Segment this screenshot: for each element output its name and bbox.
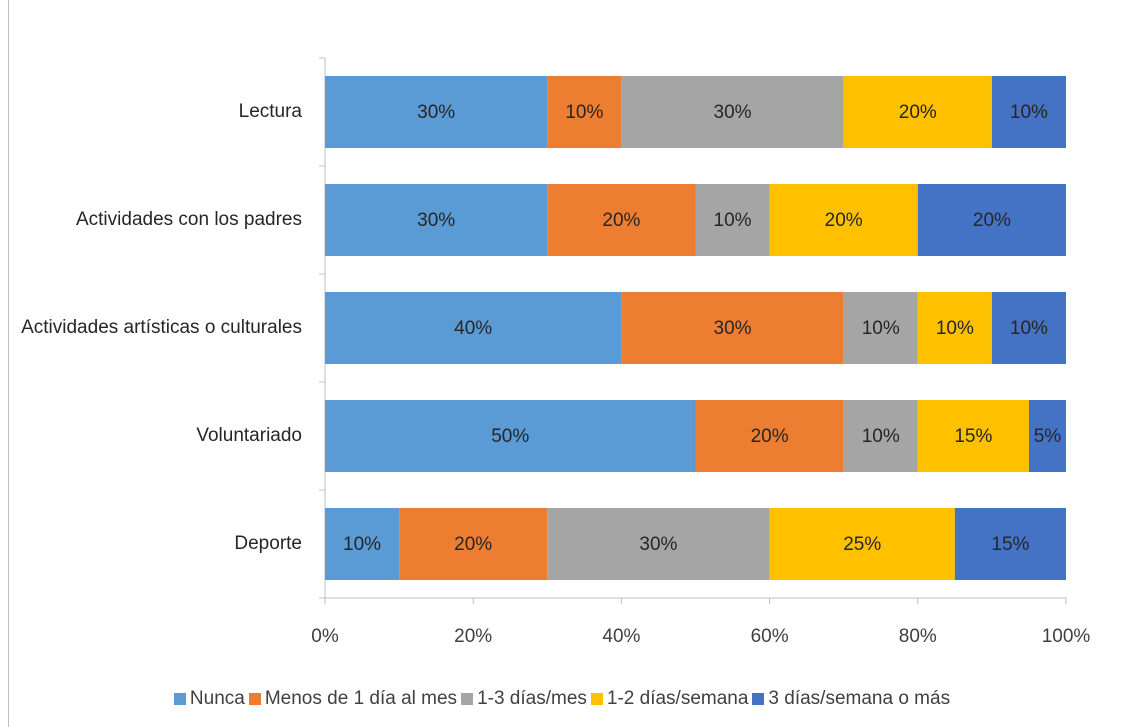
data-label: 10% [343, 534, 381, 555]
bar-segment [769, 184, 918, 256]
data-label: 10% [936, 318, 974, 339]
x-tick-label: 100% [1042, 626, 1091, 647]
legend-swatch [590, 693, 603, 705]
bar-segment [325, 292, 622, 364]
data-label: 20% [454, 534, 492, 555]
x-tick-label: 0% [311, 626, 339, 647]
data-label: 10% [565, 102, 603, 123]
x-tick-label: 80% [899, 626, 937, 647]
category-text: Actividades con los padres [75, 209, 302, 230]
category-label: Deporte [0, 508, 302, 580]
bar-segment [917, 400, 1029, 472]
legend-item: Menos de 1 día al mes [248, 688, 458, 710]
bar-segment [547, 508, 770, 580]
data-label: 30% [639, 534, 677, 555]
data-label: 30% [417, 102, 455, 123]
bar-segment [843, 400, 918, 472]
legend-swatch [248, 693, 261, 705]
data-label: 10% [862, 426, 900, 447]
legend-label: 1-3 días/mes [477, 688, 587, 709]
data-label: 5% [1034, 426, 1062, 447]
bar-segment [917, 292, 992, 364]
category-label: Actividades con los padres [0, 184, 302, 256]
bar-segment [325, 508, 400, 580]
data-label: 20% [973, 210, 1011, 231]
data-label: 30% [417, 210, 455, 231]
legend-label: 1-2 días/semana [606, 688, 749, 709]
bar-segment [695, 184, 770, 256]
legend-item: 3 días/semana o más [752, 688, 950, 710]
category-text: Deporte [234, 533, 302, 554]
bar-segment [547, 184, 696, 256]
legend-swatch [461, 693, 474, 705]
data-label: 30% [714, 102, 752, 123]
bar-segment [621, 76, 844, 148]
category-label: Actividades artísticas o culturales [0, 292, 302, 364]
legend: Nunca Menos de 1 día al mes 1-3 días/mes 1-… [0, 688, 1128, 710]
category-text: Lectura [238, 101, 302, 122]
x-tick-label: 60% [751, 626, 789, 647]
category-text: Actividades artísticas o culturales [21, 317, 302, 338]
legend-label: 3 días/semana o más [768, 688, 951, 709]
data-label: 10% [862, 318, 900, 339]
legend-label: Nunca [189, 688, 245, 709]
data-label: 15% [954, 426, 992, 447]
bar-segment [547, 76, 622, 148]
data-label: 10% [1010, 318, 1048, 339]
bar-segment [695, 400, 844, 472]
category-label: Lectura [0, 76, 302, 148]
legend-swatch [752, 693, 765, 705]
data-label: 20% [751, 426, 789, 447]
bar-segment [769, 508, 955, 580]
x-tick-label: 20% [454, 626, 492, 647]
category-label: Voluntariado [0, 400, 302, 472]
bar-segment [954, 508, 1066, 580]
bar-segment [325, 184, 548, 256]
bar-segment [621, 292, 844, 364]
data-label: 15% [991, 534, 1029, 555]
data-label: 30% [714, 318, 752, 339]
legend-label: Menos de 1 día al mes [264, 688, 458, 709]
data-label: 10% [714, 210, 752, 231]
data-label: 10% [1010, 102, 1048, 123]
legend-swatch [173, 693, 186, 705]
bar-segment [325, 400, 696, 472]
legend-item: 1-2 días/semana [590, 688, 749, 710]
data-label: 50% [491, 426, 529, 447]
bar-segment [325, 76, 548, 148]
bar-segment [843, 292, 918, 364]
bar-segment [399, 508, 548, 580]
bar-segment [843, 76, 992, 148]
category-text: Voluntariado [196, 425, 302, 446]
bar-segment [917, 184, 1066, 256]
data-label: 20% [602, 210, 640, 231]
legend-item: Nunca [173, 688, 245, 710]
data-label: 20% [825, 210, 863, 231]
x-tick-label: 40% [602, 626, 640, 647]
data-label: 20% [899, 102, 937, 123]
bar-segment [991, 76, 1066, 148]
data-label: 25% [843, 534, 881, 555]
data-label: 40% [454, 318, 492, 339]
bar-segment [991, 292, 1066, 364]
legend-item: 1-3 días/mes [461, 688, 587, 710]
bar-segment [1028, 400, 1066, 472]
